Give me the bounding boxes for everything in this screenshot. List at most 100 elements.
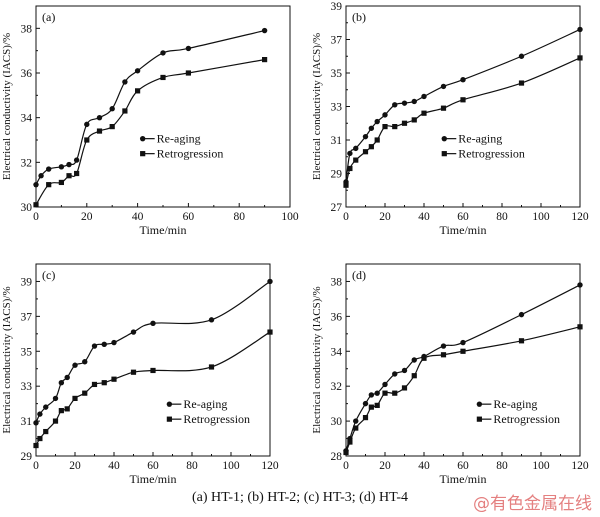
y-tick-label: 38 — [331, 276, 343, 288]
data-point — [208, 364, 215, 370]
data-point — [66, 161, 72, 168]
plot-frame — [345, 5, 581, 208]
x-axis-label: Time/min — [440, 223, 487, 237]
data-point — [58, 179, 64, 186]
x-axis-label: Time/min — [440, 472, 487, 486]
data-point — [347, 150, 353, 157]
data-point — [368, 404, 374, 410]
panel-label: (c) — [42, 268, 55, 282]
data-point — [374, 402, 380, 408]
series-line-0 — [35, 29, 265, 185]
data-point — [37, 411, 43, 417]
x-tick-label: 0 — [33, 211, 39, 223]
y-tick-label: 34 — [331, 346, 343, 358]
data-point — [130, 329, 137, 335]
data-point — [111, 339, 117, 346]
x-tick-label: 0 — [343, 211, 349, 223]
data-point — [150, 367, 156, 374]
data-point — [368, 125, 375, 131]
y-tick-label: 28 — [331, 451, 343, 463]
data-point — [91, 343, 98, 349]
data-point — [382, 381, 388, 388]
data-point — [421, 93, 427, 100]
legend-label: Re-aging — [458, 132, 502, 146]
data-point — [43, 404, 49, 410]
y-axis-label: Electrical conductivity (IACS)/% — [311, 33, 323, 180]
chart-panel-0: 0 20 40 60 80 100 30 32 34 36 38 Time/min Electrical… — [1, 5, 299, 237]
y-tick-label: 39 — [331, 1, 343, 13]
data-point — [401, 100, 408, 106]
data-point — [577, 26, 583, 33]
data-point — [392, 371, 398, 377]
x-tick-label: 20 — [81, 211, 93, 223]
data-point — [353, 145, 359, 152]
y-tick-label: 29 — [331, 169, 343, 181]
watermark: @有色金属在线 — [473, 494, 592, 514]
data-point — [150, 320, 156, 327]
y-tick-label: 34 — [21, 113, 33, 125]
x-tick-label: 100 — [532, 460, 550, 472]
data-point — [58, 164, 65, 170]
x-tick-label: 60 — [457, 460, 469, 472]
data-point — [66, 173, 72, 179]
legend-label: Retrogression — [458, 147, 525, 161]
data-point — [130, 369, 137, 375]
data-point — [362, 415, 369, 421]
data-point — [109, 106, 115, 112]
data-point — [160, 50, 166, 56]
data-point — [353, 157, 359, 163]
y-tick-label: 32 — [331, 381, 343, 393]
chart-panel-3: 0 20 40 60 80 100 120 28 30 32 34 36 38 Time/min Elect… — [311, 263, 589, 486]
x-tick-label: 40 — [108, 460, 120, 472]
data-point — [518, 80, 525, 86]
data-point — [261, 27, 268, 34]
data-point — [401, 367, 408, 374]
data-point — [37, 435, 43, 442]
chart-panel-2: 0 20 40 60 80 100 120 29 31 33 35 37 39 Time/min Elect… — [1, 263, 279, 486]
data-point — [353, 418, 359, 424]
data-point — [33, 442, 39, 449]
x-tick-label: 120 — [571, 211, 589, 223]
data-point — [91, 381, 98, 388]
figure-caption: (a) HT-1; (b) HT-2; (c) HT-3; (d) HT-4 — [191, 490, 409, 505]
data-point — [382, 112, 388, 118]
x-tick-label: 80 — [233, 211, 245, 223]
data-point — [64, 374, 70, 381]
data-point — [73, 157, 80, 163]
data-point — [374, 390, 380, 396]
data-point — [347, 165, 353, 172]
x-tick-label: 60 — [457, 211, 469, 223]
y-tick-label: 35 — [331, 68, 343, 80]
data-point — [518, 53, 525, 59]
x-tick-label: 20 — [379, 460, 391, 472]
y-axis-label: Electrical conductivity (IACS)/% — [1, 286, 13, 433]
legend-label: Retrogression — [183, 412, 250, 426]
data-point — [58, 379, 65, 386]
data-point — [382, 390, 388, 396]
data-point — [122, 108, 128, 114]
data-point — [374, 118, 380, 125]
data-point — [82, 359, 88, 365]
data-point — [74, 170, 80, 177]
legend-label: Retrogression — [493, 412, 560, 426]
x-tick-label: 80 — [186, 460, 198, 472]
data-point — [46, 182, 52, 188]
data-point — [84, 121, 90, 128]
data-point — [343, 449, 349, 456]
y-tick-label: 33 — [331, 102, 343, 114]
data-point — [362, 133, 369, 140]
data-point — [33, 181, 39, 188]
data-point — [111, 376, 117, 382]
data-point — [135, 88, 141, 94]
y-tick-label: 30 — [331, 416, 343, 428]
data-point — [208, 317, 215, 323]
data-point — [368, 392, 375, 398]
x-tick-label: 120 — [261, 460, 279, 472]
y-tick-label: 30 — [21, 202, 33, 214]
series-line-1 — [35, 59, 265, 206]
y-tick-label: 38 — [21, 23, 33, 35]
y-tick-label: 31 — [331, 135, 343, 147]
data-point — [96, 114, 103, 121]
y-tick-label: 29 — [21, 451, 33, 463]
